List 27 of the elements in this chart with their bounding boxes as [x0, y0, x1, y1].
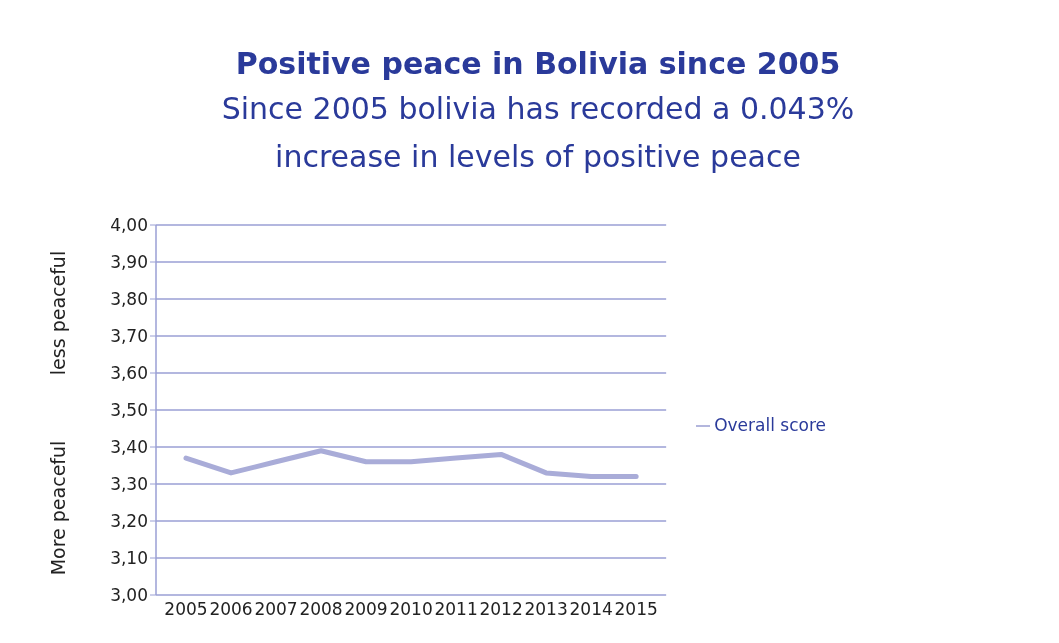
x-tick-label: 2013 — [524, 599, 568, 620]
x-tick-label: 2015 — [614, 599, 658, 620]
chart-subtitle: Since 2005 bolivia has recorded a 0.043% increase in levels of positive peace — [220, 90, 856, 176]
x-tick-label: 2005 — [164, 599, 208, 620]
y-tick-label: 3,10 — [110, 548, 148, 569]
x-tick-label: 2011 — [434, 599, 478, 620]
y-tick-label: 3,40 — [110, 437, 148, 458]
y-tick-label: 4,00 — [110, 215, 148, 236]
x-tick-label: 2006 — [209, 599, 253, 620]
x-tick-label: 2008 — [299, 599, 343, 620]
x-tick-label: 2010 — [389, 599, 433, 620]
y-axis-title: More peaceful — [47, 440, 69, 576]
y-tick-label: 3,60 — [110, 363, 148, 384]
chart-title: Positive peace in Bolivia since 2005 — [234, 46, 842, 81]
x-tick-label: 2012 — [479, 599, 523, 620]
y-tick-label: 3,50 — [110, 400, 148, 421]
legend-label: Overall score — [714, 415, 826, 435]
y-tick-label: 3,70 — [110, 326, 148, 347]
y-tick-label: 3,90 — [110, 252, 148, 273]
y-tick-label: 3,00 — [110, 585, 148, 606]
x-tick-label: 2014 — [569, 599, 613, 620]
x-tick-label: 2007 — [254, 599, 298, 620]
text: less peaceful — [47, 250, 69, 376]
x-tick-label: 2009 — [344, 599, 388, 620]
y-tick-label: 3,20 — [110, 511, 148, 532]
y-tick-label: 3,30 — [110, 474, 148, 495]
y-tick-label: 3,80 — [110, 289, 148, 310]
